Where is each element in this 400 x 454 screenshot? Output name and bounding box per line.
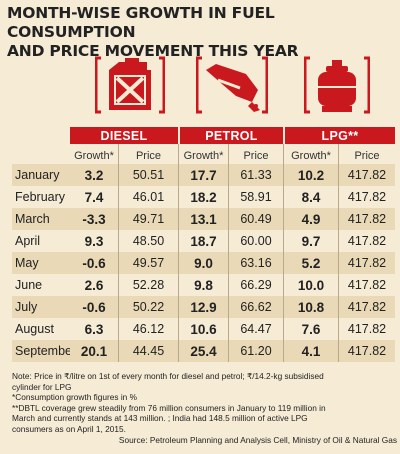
cell-lpg-growth: 5.2 xyxy=(283,252,338,274)
cell-diesel-price: 50.51 xyxy=(118,164,178,186)
cell-month: September xyxy=(12,340,76,362)
cell-month: July xyxy=(12,296,70,318)
cell-lpg-growth: 4.1 xyxy=(283,340,338,362)
cell-petrol-growth: 9.0 xyxy=(178,252,228,274)
cell-lpg-growth: 7.6 xyxy=(283,318,338,340)
cell-petrol-growth: 18.2 xyxy=(178,186,228,208)
subheader-lpg-price: Price xyxy=(338,144,395,164)
note-line: consumers as on April 1, 2015. xyxy=(12,423,126,434)
note-line: Note: Price in ₹/litre on 1st of every m… xyxy=(12,371,324,381)
title-line-1: MONTH-WISE GROWTH IN FUEL CONSUMPTION xyxy=(7,4,275,41)
cell-diesel-growth: 6.3 xyxy=(84,321,104,337)
cell-diesel-growth: -0.6 xyxy=(70,296,118,318)
subheader-diesel-growth: Growth* xyxy=(74,150,114,162)
cell-diesel-growth: -0.6 xyxy=(70,252,118,274)
page-title: MONTH-WISE GROWTH IN FUEL CONSUMPTION AN… xyxy=(7,4,397,61)
cell-petrol-growth: 9.8 xyxy=(178,274,228,296)
cell-petrol-price: 60.49 xyxy=(228,208,283,230)
cell-month: May xyxy=(12,252,70,274)
cell-lpg-growth: 10.0 xyxy=(283,274,338,296)
cell-lpg-growth: 9.7 xyxy=(283,230,338,252)
header-lpg: LPG** xyxy=(283,127,395,144)
cell-diesel-price: 46.12 xyxy=(118,318,178,340)
note-line: March and currently stands at 143 millio… xyxy=(12,413,308,424)
cell-month: August xyxy=(15,322,54,336)
cell-lpg-price: 417.82 xyxy=(338,318,395,340)
cell-petrol-growth: 17.7 xyxy=(178,164,228,186)
note-line: cylinder for LPG xyxy=(12,381,72,392)
subheader-petrol-growth: Growth* xyxy=(178,144,228,164)
note-line: **DBTL coverage grew steadily from 76 mi… xyxy=(12,402,326,413)
cell-lpg-growth: 8.4 xyxy=(283,186,338,208)
cell-petrol-growth: 10.6 xyxy=(178,318,228,340)
cell-petrol-growth: 12.9 xyxy=(178,296,228,318)
cell-diesel-price: 44.45 xyxy=(118,340,178,362)
fuel-table: DIESEL PETROL LPG** Growth* Price Growth… xyxy=(12,127,395,362)
cell-month: June xyxy=(15,278,43,292)
gas-cylinder-icon xyxy=(304,56,370,114)
cell-petrol-price: 66.62 xyxy=(228,296,283,318)
cell-lpg-price: 417.82 xyxy=(338,208,395,230)
cell-diesel-price: 50.22 xyxy=(118,296,178,318)
cell-month: April xyxy=(15,234,41,248)
cell-petrol-growth: 13.1 xyxy=(178,208,228,230)
cell-lpg-growth: 4.9 xyxy=(283,208,338,230)
cell-lpg-growth: 10.8 xyxy=(283,296,338,318)
cell-lpg-price: 417.82 xyxy=(338,230,395,252)
cell-petrol-growth: 25.4 xyxy=(178,340,228,362)
title-line-2: AND PRICE MOVEMENT THIS YEAR xyxy=(7,42,299,60)
cell-diesel-growth: 2.6 xyxy=(84,277,104,293)
subheader-lpg-growth: Growth* xyxy=(283,144,338,164)
cell-lpg-price: 417.82 xyxy=(338,164,395,186)
cell-diesel-price: 49.57 xyxy=(118,252,178,274)
cell-petrol-price: 66.29 xyxy=(228,274,283,296)
fuel-can-icon xyxy=(95,56,165,114)
note-line: *Consumption growth figures in % xyxy=(12,392,137,403)
cell-petrol-price: 61.33 xyxy=(228,164,283,186)
cell-lpg-price: 417.82 xyxy=(338,186,395,208)
header-blank xyxy=(12,127,70,144)
cell-lpg-price: 417.82 xyxy=(338,252,395,274)
cell-lpg-price: 417.82 xyxy=(338,296,395,318)
subheader-petrol-price: Price xyxy=(228,144,283,164)
header-petrol: PETROL xyxy=(178,127,283,144)
cell-diesel-growth: 20.1 xyxy=(70,340,118,362)
cell-diesel-price: 52.28 xyxy=(118,274,178,296)
cell-month: March xyxy=(12,208,70,230)
cell-lpg-price: 417.82 xyxy=(338,340,395,362)
cell-diesel-growth: 7.4 xyxy=(84,189,104,205)
cell-petrol-price: 58.91 xyxy=(228,186,283,208)
cell-diesel-growth: -3.3 xyxy=(70,208,118,230)
cell-month: February xyxy=(15,190,66,204)
cell-petrol-price: 60.00 xyxy=(228,230,283,252)
fuel-nozzle-icon xyxy=(196,56,268,114)
cell-diesel-price: 46.01 xyxy=(118,186,178,208)
cell-lpg-growth: 10.2 xyxy=(283,164,338,186)
subheader-diesel-price: Price xyxy=(118,144,178,164)
cell-diesel-price: 48.50 xyxy=(118,230,178,252)
cell-lpg-price: 417.82 xyxy=(338,274,395,296)
cell-petrol-price: 61.20 xyxy=(228,340,283,362)
cell-diesel-growth: 9.3 xyxy=(84,233,104,249)
cell-diesel-price: 49.71 xyxy=(118,208,178,230)
cell-month: January xyxy=(12,164,70,186)
cell-petrol-price: 64.47 xyxy=(228,318,283,340)
subheader-blank xyxy=(12,144,70,164)
cell-petrol-price: 63.16 xyxy=(228,252,283,274)
cell-petrol-growth: 18.7 xyxy=(178,230,228,252)
notes-block: Note: Price in ₹/litre on 1st of every m… xyxy=(12,371,397,445)
cell-diesel-growth: 3.2 xyxy=(70,164,118,186)
header-diesel: DIESEL xyxy=(70,127,178,144)
source-line: Source: Petroleum Planning and Analysis … xyxy=(118,434,397,445)
